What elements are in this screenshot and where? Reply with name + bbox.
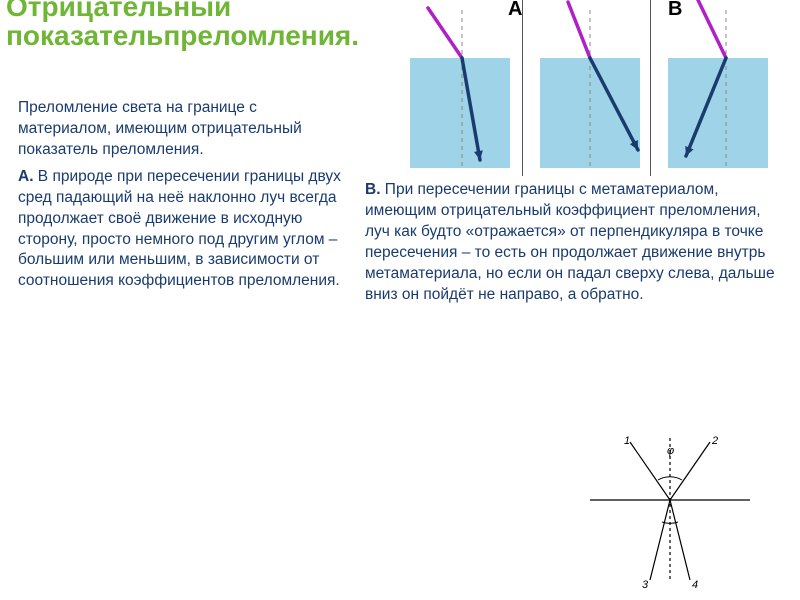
refraction-diagram: A B — [370, 0, 790, 178]
diagram-panel-b: B — [658, 0, 778, 170]
panel-divider-1 — [522, 0, 523, 176]
panel-mid-svg — [530, 0, 650, 175]
svg-text:1: 1 — [624, 435, 630, 447]
diagram-panel-mid — [530, 0, 650, 170]
page-title: Отрицательный показательпреломления. — [6, 0, 346, 51]
intro-paragraph: Преломление света на границе с материало… — [18, 98, 348, 161]
para-b-text: При пересечении границы с метаматериалом… — [365, 181, 775, 303]
diagram-label-a: A — [508, 0, 522, 21]
panel-divider-2 — [650, 0, 651, 176]
paragraph-b: B. При пересечении границы с метаматериа… — [365, 180, 785, 306]
left-column: Преломление света на границе с материало… — [18, 98, 348, 292]
svg-text:2: 2 — [711, 435, 718, 447]
angle-diagram: φ 1 2 3 4 — [580, 430, 760, 590]
svg-text:4: 4 — [692, 579, 698, 590]
panel-b-svg — [658, 0, 778, 175]
svg-text:3: 3 — [642, 579, 649, 590]
diagram-label-b: B — [668, 0, 682, 21]
title-text: Отрицательный показательпреломления. — [6, 0, 359, 51]
panel-a-svg — [400, 0, 520, 175]
svg-text:φ: φ — [667, 445, 674, 457]
para-a-text: В природе при пересечении границы двух с… — [18, 168, 341, 290]
right-column: B. При пересечении границы с метаматериа… — [365, 180, 785, 306]
label-b: B. — [365, 181, 381, 198]
diagram-panel-a: A — [400, 0, 520, 170]
angle-diagram-svg: φ 1 2 3 4 — [580, 430, 760, 590]
paragraph-a: A. В природе при пересечении границы дву… — [18, 167, 348, 293]
label-a: A. — [18, 168, 34, 185]
